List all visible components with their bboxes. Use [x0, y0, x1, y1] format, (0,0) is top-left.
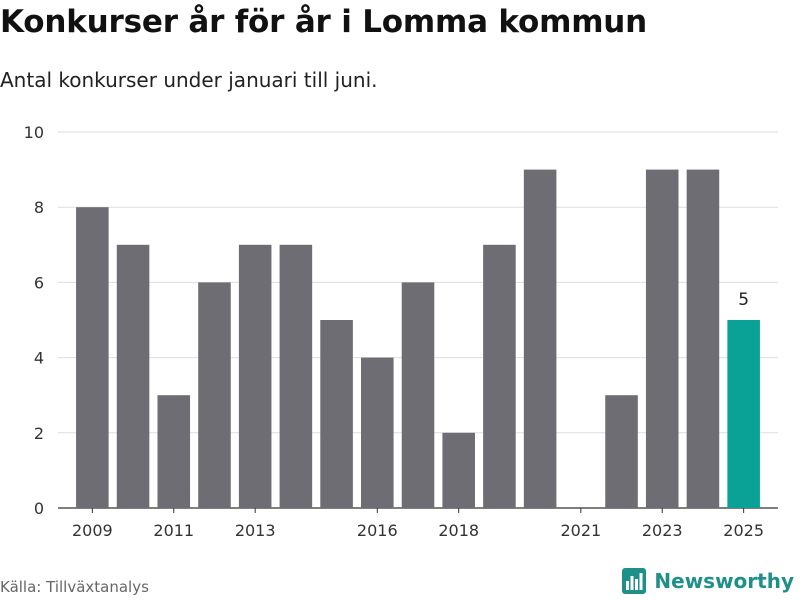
bar-chart-logo-icon — [622, 568, 647, 594]
bar-2015 — [320, 320, 353, 508]
bar-2023 — [645, 169, 679, 508]
bar-2016 — [361, 357, 394, 508]
value-label: 5 — [738, 290, 749, 310]
bar-2010 — [116, 244, 150, 509]
brand-name: Newsworthy — [654, 569, 794, 593]
y-tick-label: 4 — [34, 349, 44, 368]
bar-2022 — [605, 395, 638, 508]
bar-2014 — [279, 244, 313, 509]
bar-2025 — [727, 320, 760, 508]
x-tick-label: 2011 — [153, 521, 194, 540]
bar-2018 — [442, 432, 475, 508]
x-tick-label: 2018 — [438, 521, 479, 540]
bar-2019 — [483, 244, 516, 509]
bar-2011 — [157, 395, 191, 508]
bar-2013 — [238, 244, 272, 509]
bar-2012 — [198, 282, 231, 508]
bar-2024 — [686, 169, 720, 508]
x-tick-label: 2013 — [235, 521, 276, 540]
y-tick-label: 8 — [34, 198, 44, 217]
source-note: Källa: Tillväxtanalys — [0, 578, 149, 596]
x-tick-label: 2025 — [723, 521, 764, 540]
y-tick-label: 6 — [34, 273, 44, 292]
chart-subtitle: Antal konkurser under januari till juni. — [0, 68, 378, 92]
newsworthy-logo: Newsworthy — [622, 568, 794, 594]
bar-2009 — [76, 207, 109, 508]
y-tick-label: 10 — [24, 123, 44, 142]
x-tick-label: 2021 — [560, 521, 601, 540]
chart-title: Konkurser år för år i Lomma kommun — [0, 4, 648, 40]
y-tick-label: 0 — [34, 499, 44, 518]
bars — [76, 169, 760, 509]
labels: 0 2 4 6 8 10 2009 2011 2013 2016 2018 2021 2023 2025 5 — [24, 123, 764, 540]
bar-2017 — [401, 282, 435, 508]
x-tick-label: 2023 — [642, 521, 683, 540]
y-tick-label: 2 — [34, 424, 44, 443]
bar-2020 — [523, 169, 557, 508]
x-tick-label: 2016 — [357, 521, 398, 540]
x-tick-label: 2009 — [72, 521, 113, 540]
